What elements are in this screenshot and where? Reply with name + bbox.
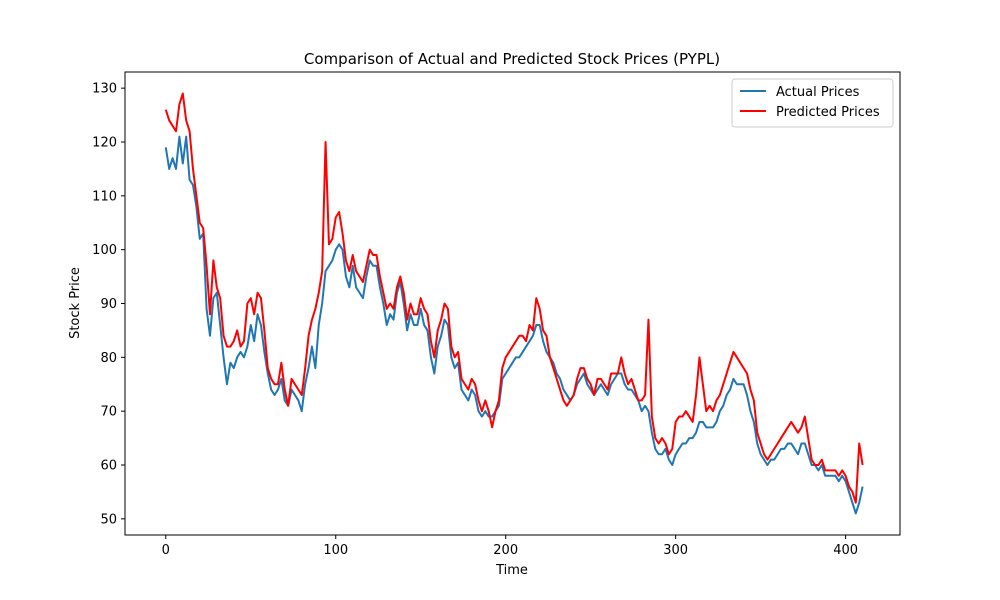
series-line-predicted-prices bbox=[164, 92, 864, 504]
legend: Actual Prices Predicted Prices bbox=[731, 78, 894, 128]
x-tick-label: 0 bbox=[162, 543, 170, 558]
x-tick-label: 200 bbox=[493, 543, 518, 558]
x-tick-label: 400 bbox=[833, 543, 858, 558]
y-tick-label: 90 bbox=[100, 297, 117, 312]
x-tick-label: 300 bbox=[663, 543, 688, 558]
y-axis: 50 60 70 80 90 100 110 120 130 bbox=[92, 82, 125, 527]
x-axis-label: Time bbox=[495, 563, 528, 578]
chart-title: Comparison of Actual and Predicted Stock… bbox=[304, 50, 720, 68]
legend-label-actual: Actual Prices bbox=[776, 85, 860, 100]
y-tick-label: 110 bbox=[92, 189, 117, 204]
series-layer bbox=[164, 92, 864, 515]
series-line-actual-prices bbox=[164, 135, 864, 515]
y-tick-label: 130 bbox=[92, 82, 117, 97]
y-tick-label: 100 bbox=[92, 243, 117, 258]
legend-label-predicted: Predicted Prices bbox=[776, 105, 880, 120]
y-tick-label: 70 bbox=[100, 405, 117, 420]
y-tick-label: 80 bbox=[100, 351, 117, 366]
legend-box bbox=[731, 78, 894, 128]
y-tick-label: 50 bbox=[100, 512, 117, 527]
y-axis-label: Stock Price bbox=[68, 267, 83, 339]
x-axis: 0 100 200 300 400 bbox=[162, 535, 858, 558]
y-tick-label: 120 bbox=[92, 135, 117, 150]
x-tick-label: 100 bbox=[323, 543, 348, 558]
y-tick-label: 60 bbox=[100, 459, 117, 474]
